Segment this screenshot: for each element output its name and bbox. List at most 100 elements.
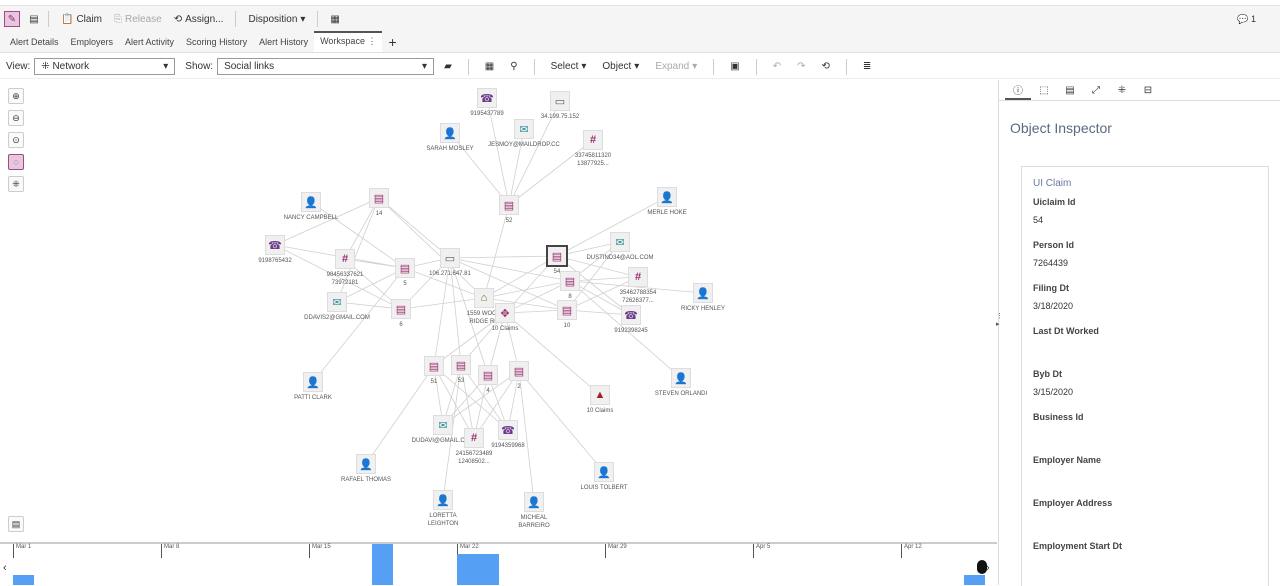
show-select[interactable]: Social links ▾ <box>217 58 435 75</box>
graph-node-person[interactable]: 👤 <box>524 492 544 512</box>
network-canvas[interactable]: ☎ 9195437789 ▭ 34.199.75.152 👤 SARAH MOSLEY ✉ J… <box>0 80 997 542</box>
graph-node-person[interactable]: 👤 <box>693 283 713 303</box>
assign-button[interactable]: ⟲ Assign... <box>168 14 230 25</box>
timeline[interactable]: Mar 1 Mar 8 Mar 15 Mar 22 Mar 29 Apr 5 Apr 12 … <box>0 542 997 585</box>
reset-icon[interactable]: ⟲ <box>821 61 830 72</box>
timeline-prev-icon[interactable]: ‹ <box>3 562 7 574</box>
lasso-icon[interactable]: ◌ <box>8 154 24 170</box>
object-dropdown[interactable]: Object ▾ <box>602 61 640 72</box>
graph-node-email[interactable]: ✉ <box>514 119 534 139</box>
graph-node-claim[interactable]: ▤ <box>395 258 415 278</box>
graph-node-person[interactable]: 👤 <box>594 462 614 482</box>
graph-node-doc[interactable]: # <box>628 267 648 287</box>
tab-alert-details[interactable]: Alert Details <box>10 37 59 47</box>
claim-button[interactable]: 📋 Claim <box>55 14 108 25</box>
top-strip <box>0 0 1280 6</box>
graph-edge <box>378 197 485 299</box>
find-path-icon[interactable]: ⚲ <box>510 61 518 72</box>
folder-icon[interactable]: ▰ <box>444 61 452 72</box>
layout-graph-icon[interactable]: ⁜ <box>8 176 24 192</box>
graph-node-claim[interactable]: ▤ <box>478 365 498 385</box>
graph-node-doc[interactable]: # <box>335 249 355 269</box>
graph-node-address[interactable]: ⌂ <box>474 288 494 308</box>
select-dropdown[interactable]: Select ▾ <box>550 61 587 72</box>
notes-icon[interactable]: ▤ <box>29 13 39 25</box>
graph-node-claim[interactable]: ▤ <box>560 271 580 291</box>
view-select[interactable]: ⁜ Network ▾ <box>34 58 176 75</box>
graph-node-doc[interactable]: # <box>583 130 603 150</box>
release-button[interactable]: ⎘ Release <box>108 14 168 25</box>
grid-icon[interactable]: ▦ <box>330 13 340 25</box>
disposition-dropdown[interactable]: Disposition ▾ <box>242 14 311 25</box>
list-icon[interactable]: ▤ <box>1065 84 1075 96</box>
divider <box>317 11 319 27</box>
network-icon[interactable]: ⁜ <box>1117 84 1127 96</box>
comments-button[interactable]: 💬 1 <box>1237 14 1256 25</box>
timeline-bar[interactable] <box>372 544 394 585</box>
graph-node-person[interactable]: 👤 <box>440 123 460 143</box>
zoom-out-icon[interactable]: ⊖ <box>8 110 24 126</box>
graph-node-ip[interactable]: ▭ <box>440 248 460 268</box>
graph-node-label: 10 Claims <box>586 408 614 414</box>
graph-node-person[interactable]: 👤 <box>356 454 376 474</box>
tab-scoring-history[interactable]: Scoring History <box>186 37 248 47</box>
graph-node-person[interactable]: 👤 <box>301 192 321 212</box>
graph-node-email[interactable]: ✉ <box>433 415 453 435</box>
timeline-range-handle[interactable] <box>977 560 987 574</box>
selection-icon[interactable]: ⬚ <box>1039 84 1049 96</box>
expand-dropdown[interactable]: Expand ▾ <box>655 61 698 72</box>
path-icon[interactable]: ⤢ <box>1092 84 1100 96</box>
graph-node-group[interactable]: ✥ <box>495 303 515 323</box>
tab-workspace[interactable]: Workspace ⋮ <box>314 31 383 52</box>
graph-node-person[interactable]: 👤 <box>657 187 677 207</box>
graph-node-phone[interactable]: ☎ <box>265 235 285 255</box>
info-icon[interactable]: ⓘ <box>1005 80 1031 100</box>
graph-node-phone[interactable]: ☎ <box>621 305 641 325</box>
graph-node-claim[interactable]: ▤ <box>557 300 577 320</box>
zoom-fit-icon[interactable]: ⊙ <box>8 132 24 148</box>
graph-node-claim[interactable]: ▤ <box>451 355 471 375</box>
tab-employers[interactable]: Employers <box>70 37 114 47</box>
graph-edge <box>404 267 485 299</box>
select-label: Select <box>550 61 579 72</box>
timeline-bar[interactable] <box>964 574 986 585</box>
graph-node-phone[interactable]: ☎ <box>498 420 518 440</box>
graph-node-claim[interactable]: ▤ <box>369 188 389 208</box>
graph-edge <box>566 309 632 316</box>
graph-node-claim[interactable]: ▤ <box>424 356 444 376</box>
panel-collapse-handle[interactable]: ⋮ ▸ <box>996 313 1003 328</box>
graph-node-phone[interactable]: ☎ <box>477 88 497 108</box>
graph-node-alert[interactable]: ▲ <box>590 385 610 405</box>
legend-icon[interactable]: ▤ <box>8 516 24 532</box>
graph-node-email[interactable]: ✉ <box>327 292 347 312</box>
graph-node-label: LORETTA LEIGHTON <box>427 513 459 527</box>
tab-alert-history[interactable]: Alert History <box>259 37 309 47</box>
graph-node-email[interactable]: ✉ <box>610 232 630 252</box>
layout-icon[interactable]: ▦ <box>484 61 495 72</box>
timeline-next-icon[interactable]: › <box>986 562 990 574</box>
add-tab-button[interactable]: + <box>388 34 397 50</box>
graph-node-claim[interactable]: ▤ <box>499 195 519 215</box>
export-icon[interactable]: ⊟ <box>1143 84 1153 96</box>
menu-lines-icon[interactable]: ≣ <box>862 61 872 72</box>
zoom-in-icon[interactable]: ⊕ <box>8 88 24 104</box>
redo-icon[interactable]: ↷ <box>797 61 806 72</box>
graph-node-doc[interactable]: # <box>464 428 484 448</box>
timeline-bar[interactable] <box>457 554 478 585</box>
calculator-icon[interactable]: ▣ <box>730 61 740 72</box>
timeline-bar[interactable] <box>478 554 499 585</box>
graph-node-claim[interactable]: ▤ <box>509 361 529 381</box>
person-icon: 👤 <box>674 372 688 385</box>
email-icon: ✉ <box>519 123 529 136</box>
graph-node-claim[interactable]: ▤ <box>391 299 411 319</box>
undo-icon[interactable]: ↶ <box>772 61 782 72</box>
edit-icon[interactable]: ✎ <box>4 11 20 27</box>
graph-node-person[interactable]: 👤 <box>433 490 453 510</box>
graph-node-claim[interactable]: ▤ <box>546 245 568 267</box>
graph-node-person[interactable]: 👤 <box>671 368 691 388</box>
graph-node-label: MICHEAL BARREIRO <box>518 515 550 529</box>
tab-alert-activity[interactable]: Alert Activity <box>125 37 175 47</box>
graph-node-ip[interactable]: ▭ <box>550 91 570 111</box>
timeline-bar[interactable] <box>13 574 34 585</box>
graph-node-person[interactable]: 👤 <box>303 372 323 392</box>
